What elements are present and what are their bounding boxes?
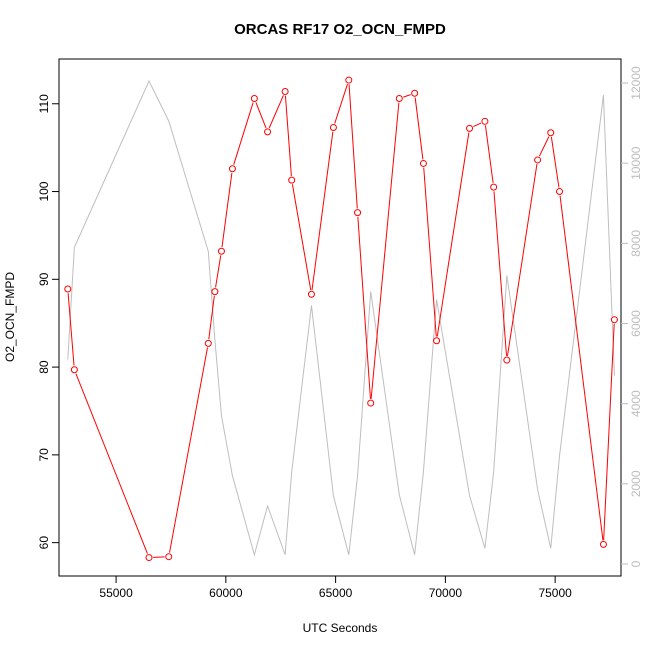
x-tick-label: 70000 [429,586,463,600]
data-point [466,124,474,132]
primary-series-segment [473,122,482,128]
primary-series-segment [484,125,494,184]
data-point [288,176,296,184]
data-point [503,356,511,364]
y-axis: 60 70 80 90 100 110 [37,94,59,549]
data-point [481,117,489,125]
primary-series-segment [538,136,550,157]
primary-series-segment [603,323,615,541]
secondary-series-line [67,79,615,557]
secondary-y-tick-label: 2000 [629,470,643,497]
data-point [367,399,375,407]
primary-series-segment [403,94,411,98]
primary-series-segment [334,83,348,124]
primary-series-segment [169,347,209,553]
chart-title: ORCAS RF17 O2_OCN_FMPD [234,21,446,38]
primary-series-segment [291,184,312,291]
primary-series-segment [370,102,400,399]
primary-series-segment [414,97,424,160]
x-tick-label: 55000 [99,586,133,600]
data-point [165,553,173,561]
data-point [64,285,72,293]
data-point [490,183,498,191]
primary-series-segment [559,195,604,541]
data-point [281,87,289,95]
secondary-y-tick-label: 0 [629,560,643,567]
primary-series-segment [208,295,215,340]
x-axis-label: UTC Seconds [303,621,378,635]
secondary-y-tick-label: 12000 [629,66,643,100]
x-axis: 55000 60000 65000 70000 75000 [99,576,572,600]
data-point [264,128,272,136]
data-point [547,129,555,137]
y-tick-label: 70 [37,448,51,462]
primary-series-segment [221,172,233,248]
primary-series-segment [233,102,254,165]
primary-series-segment [153,556,165,558]
primary-series-segment [215,255,222,288]
primary-series-segment [255,102,267,129]
primary-series-segment [268,95,284,129]
data-point [329,123,337,131]
secondary-y-tick-label: 10000 [629,146,643,180]
y-tick-label: 60 [37,536,51,550]
data-point [556,188,564,196]
data-point [217,247,225,255]
data-point [145,554,153,562]
secondary-series [67,79,615,557]
data-point [395,94,403,102]
x-tick-label: 75000 [538,586,572,600]
primary-series-segment [311,131,334,291]
primary-series-segment [284,95,292,176]
primary-series-segment [493,191,508,356]
primary-series-segment [423,167,437,337]
secondary-y-tick-label: 8000 [629,230,643,257]
data-point [534,156,542,164]
x-tick-label: 60000 [209,586,243,600]
data-point [610,316,618,324]
primary-series-segment [357,216,371,399]
y-tick-label: 90 [37,272,51,286]
primary-series [64,76,618,562]
plot-frame [58,58,622,577]
secondary-y-tick-label: 6000 [629,310,643,337]
secondary-y-axis: 0 2000 4000 6000 8000 10000 12000 [621,66,643,567]
data-point [211,288,219,296]
primary-series-segment [348,84,358,209]
data-point [204,339,212,347]
data-point [411,89,419,97]
data-point [307,290,315,298]
data-point [433,337,441,345]
data-point [250,94,258,102]
y-tick-label: 110 [37,94,51,113]
primary-series-segment [550,136,560,188]
secondary-y-tick-label: 4000 [629,390,643,417]
y-tick-label: 100 [37,181,51,201]
primary-series-segment [67,293,75,366]
data-point [345,76,353,84]
primary-series-segment [506,164,538,356]
data-point [70,366,78,374]
data-point [354,209,362,217]
primary-series-segment [75,373,148,554]
data-point [419,159,427,167]
x-tick-label: 65000 [319,586,353,600]
primary-series-segment [436,132,470,337]
data-point [228,165,236,173]
y-axis-label: O2_OCN_FMPD [3,272,17,362]
data-point [599,540,607,548]
y-tick-label: 80 [37,360,51,374]
